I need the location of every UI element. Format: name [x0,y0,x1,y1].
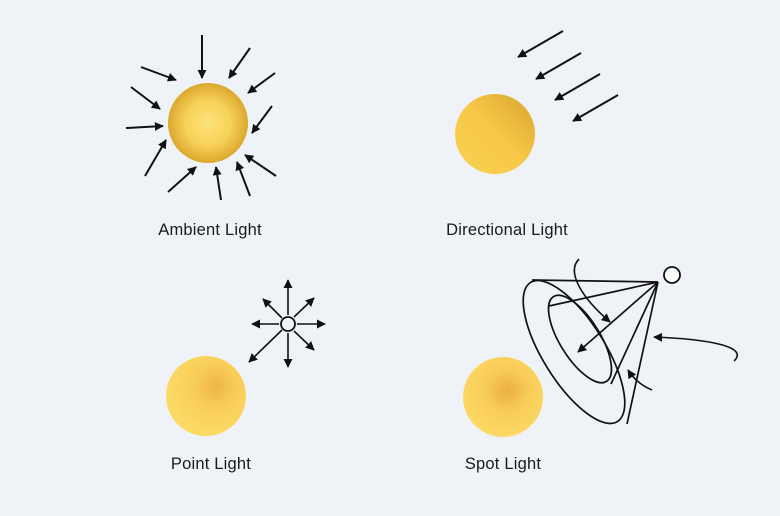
ambient-arrows [125,35,277,201]
spot-light-figure [463,258,738,437]
directional-arrows [517,30,619,122]
spot-cone-inner-ellipse [547,294,613,384]
ambient-arrow [247,72,276,94]
spot-cone-edge [626,281,659,425]
ambient-sphere [168,83,248,163]
spot-sphere [463,357,543,437]
point-sphere [166,356,246,436]
ambient-arrow [212,166,222,201]
spot-curved-arrow [653,332,738,362]
spot-arrows [573,258,738,391]
spot-cone [522,279,659,425]
ambient-arrow [244,154,277,177]
point-arrows [248,279,326,368]
directional-sphere [455,94,535,174]
point-arrow [262,298,283,319]
point-arrow [248,329,283,363]
directional-arrow [535,52,582,80]
ambient-arrow [144,139,167,177]
spot-curved-arrow [627,369,653,391]
spot-light-label: Spot Light [464,455,542,473]
spot-arrow [577,281,659,353]
point-arrow [293,330,315,351]
directional-arrow [554,73,601,101]
spot-cone-edge [531,279,659,283]
ambient-arrow [251,105,273,134]
spot-curved-arrow [573,258,611,323]
spot-cone-edge [548,281,659,307]
ambient-arrow [228,47,251,79]
point-light-figure [166,279,326,436]
ambient-arrow [130,86,161,110]
ambient-arrow [167,166,197,193]
ambient-arrow [235,161,251,197]
ambient-arrow [125,121,164,131]
ambient-arrow [140,66,177,82]
ambient-light-figure [125,35,277,201]
directional-arrow [572,94,619,122]
directional-arrow [517,30,564,58]
point-light-source [280,316,296,332]
directional-light-figure [455,30,619,174]
point-light-label: Point Light [170,455,252,473]
spot-light-source [663,266,681,284]
point-arrow [293,297,315,318]
spot-cone-edge [610,281,659,385]
ambient-light-label: Ambient Light [158,221,262,239]
directional-light-label: Directional Light [446,221,568,239]
